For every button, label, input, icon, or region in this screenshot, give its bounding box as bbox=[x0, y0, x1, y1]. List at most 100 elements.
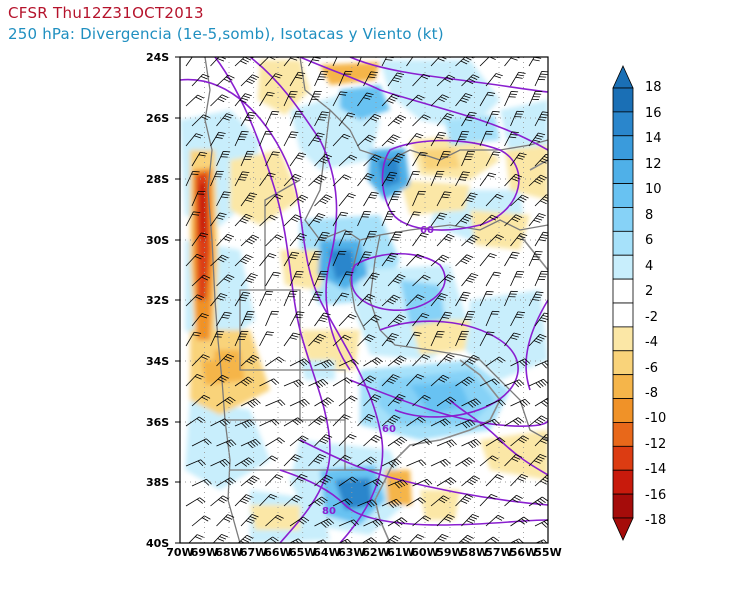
wind-barb bbox=[240, 192, 258, 207]
wind-barb bbox=[338, 70, 353, 87]
wind-barb bbox=[504, 454, 523, 467]
lat-label: 28S bbox=[146, 173, 170, 186]
wind-barb bbox=[308, 378, 329, 389]
wind-barb bbox=[240, 74, 259, 87]
wind-barb bbox=[216, 74, 235, 87]
colorbar-swatch bbox=[612, 87, 634, 113]
wind-barb bbox=[259, 331, 274, 347]
wind-barb bbox=[528, 333, 547, 347]
wind-barb bbox=[210, 212, 227, 227]
wind-barb bbox=[436, 439, 457, 448]
wind-barb bbox=[510, 398, 531, 407]
wind-barb bbox=[357, 134, 376, 147]
wind-barb bbox=[430, 458, 451, 467]
wind-barb bbox=[210, 374, 229, 387]
wind-barb bbox=[560, 155, 578, 166]
wind-barb bbox=[406, 57, 421, 67]
wind-barb bbox=[185, 294, 204, 307]
wind-barb bbox=[308, 251, 323, 267]
wind-barb bbox=[191, 313, 209, 327]
wind-barb bbox=[510, 71, 526, 87]
wind-barb bbox=[510, 516, 530, 527]
wind-barb bbox=[332, 250, 347, 267]
wind-barb bbox=[406, 94, 425, 107]
wind-barb bbox=[259, 493, 278, 507]
colorbar-label: 8 bbox=[645, 208, 654, 223]
wind-barb bbox=[283, 454, 302, 467]
wind-barb bbox=[387, 314, 406, 327]
lon-label: 59W bbox=[436, 546, 464, 559]
wind-barb bbox=[560, 520, 580, 526]
wind-barb bbox=[381, 210, 396, 227]
wind-barb bbox=[240, 311, 255, 327]
wind-barb bbox=[191, 394, 211, 407]
wind-barb bbox=[234, 419, 255, 429]
wind-barb bbox=[479, 172, 497, 187]
wind-barb bbox=[381, 93, 400, 107]
colorbar-swatch bbox=[612, 350, 634, 376]
wind-barb bbox=[406, 497, 426, 507]
wind-barb bbox=[216, 274, 235, 287]
colorbar-label: 2 bbox=[645, 284, 654, 299]
wind-barb bbox=[314, 194, 333, 207]
wind-barb bbox=[332, 377, 353, 387]
wind-barb bbox=[554, 455, 572, 466]
lon-label: 66W bbox=[264, 546, 292, 559]
wind-barb bbox=[554, 251, 567, 266]
wind-barb bbox=[308, 333, 327, 347]
wind-barb bbox=[554, 539, 574, 546]
wind-barb bbox=[265, 151, 280, 167]
wind-barb bbox=[185, 211, 201, 227]
wind-barb bbox=[210, 131, 226, 147]
lat-label: 38S bbox=[146, 476, 170, 489]
wind-barb bbox=[504, 251, 520, 267]
wind-barb bbox=[332, 414, 351, 427]
wind-barb bbox=[510, 152, 527, 167]
wind-barb bbox=[483, 536, 500, 543]
wind-barb bbox=[479, 493, 498, 507]
colorbar-swatch bbox=[612, 183, 634, 208]
wind-barb bbox=[461, 111, 477, 127]
wind-barb bbox=[510, 435, 530, 447]
axis-ticks bbox=[175, 56, 180, 544]
wind-barb bbox=[510, 473, 529, 487]
wind-barb bbox=[479, 455, 499, 467]
wind-barb bbox=[259, 455, 279, 467]
wind-barb bbox=[436, 353, 455, 367]
wind-barb bbox=[314, 518, 335, 528]
colorbar-label: -4 bbox=[645, 335, 658, 350]
wind-barb bbox=[259, 418, 280, 427]
colorbar-swatch bbox=[612, 398, 634, 423]
lon-label: 57W bbox=[485, 546, 513, 559]
wind-barb bbox=[528, 90, 543, 107]
wind-barb bbox=[240, 513, 259, 527]
lat-label: 36S bbox=[146, 416, 170, 429]
wind-barb bbox=[216, 151, 231, 167]
wind-barb bbox=[191, 478, 212, 487]
wind-barb bbox=[216, 233, 235, 247]
wind-barb bbox=[338, 154, 358, 167]
wind-barb bbox=[185, 497, 206, 507]
wind-barb bbox=[283, 173, 302, 187]
wind-barb bbox=[406, 373, 425, 387]
wind-barb bbox=[436, 113, 454, 127]
wind-barb bbox=[185, 94, 205, 107]
wind-barb bbox=[504, 332, 521, 347]
wind-barb bbox=[265, 111, 280, 127]
wind-barb bbox=[458, 534, 474, 543]
wind-barb bbox=[185, 171, 200, 187]
wind-barb bbox=[387, 114, 407, 127]
wind-barb bbox=[554, 293, 570, 306]
wind-barb bbox=[528, 132, 546, 147]
wind-barb bbox=[406, 459, 427, 467]
wind-barb bbox=[283, 417, 304, 427]
colorbar-swatch bbox=[612, 254, 634, 280]
wind-barb bbox=[265, 514, 284, 527]
wind-barb bbox=[265, 234, 284, 247]
colorbar-swatch bbox=[612, 326, 634, 352]
wind-barb bbox=[289, 194, 309, 207]
wind-barb bbox=[485, 514, 505, 527]
wind-barb bbox=[259, 130, 273, 147]
wind-barb bbox=[332, 133, 351, 147]
lon-label: 55W bbox=[534, 546, 562, 559]
